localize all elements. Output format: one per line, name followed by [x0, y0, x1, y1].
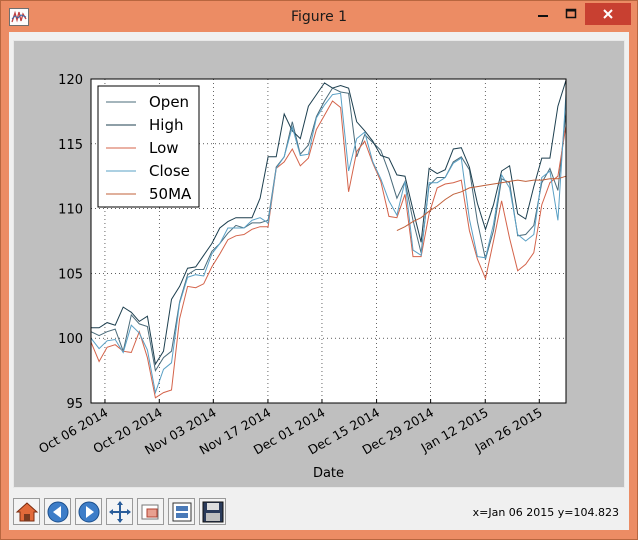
x-axis-label: Date	[313, 466, 344, 481]
y-tick-label: 95	[66, 397, 83, 412]
legend-label: Open	[149, 93, 189, 111]
zoom-icon	[141, 504, 158, 519]
legend-label: Close	[149, 162, 190, 180]
navigation-toolbar: x=Jan 06 2015 y=104.823	[9, 494, 629, 530]
maximize-button[interactable]	[557, 3, 585, 25]
figure-canvas[interactable]: 95 100 105 110 115 120 Oct 06 2014 Oct 20 2014 N…	[13, 40, 625, 488]
app-icon	[9, 8, 29, 26]
legend-label: High	[149, 116, 183, 134]
minimize-button[interactable]	[529, 3, 557, 25]
client-area: 95 100 105 110 115 120 Oct 06 2014 Oct 20 2014 N…	[9, 32, 629, 530]
pan-button[interactable]	[106, 498, 133, 525]
y-tick-label: 115	[58, 138, 83, 153]
forward-button[interactable]	[75, 498, 102, 525]
y-tick-label: 110	[58, 203, 83, 218]
close-button[interactable]	[585, 3, 631, 25]
save-icon	[202, 501, 223, 522]
y-tick-label: 105	[58, 267, 83, 282]
pan-icon	[108, 500, 131, 523]
series-line-low	[90, 100, 567, 399]
subplots-icon	[172, 502, 191, 521]
legend-label: 50MA	[149, 185, 192, 203]
home-button[interactable]	[13, 498, 40, 525]
window-title: Figure 1	[290, 9, 348, 25]
legend-box	[97, 85, 200, 208]
maximize-icon	[565, 8, 577, 19]
series-lines	[90, 80, 567, 399]
cursor-coordinates: x=Jan 06 2015 y=104.823	[472, 506, 619, 519]
plot-frame	[90, 78, 567, 404]
zoom-button[interactable]	[137, 498, 164, 525]
legend: Open High Low Close 50MA	[97, 85, 200, 208]
subplots-button[interactable]	[168, 498, 195, 525]
minimize-icon	[538, 15, 548, 17]
series-line-close	[90, 92, 567, 395]
legend-label: Low	[149, 139, 179, 157]
series-line-high	[91, 80, 567, 366]
title-bar[interactable]: Figure 1	[1, 1, 637, 32]
home-icon	[15, 501, 38, 521]
forward-icon	[78, 501, 99, 522]
save-button[interactable]	[199, 498, 226, 525]
back-icon	[47, 501, 68, 522]
back-button[interactable]	[44, 498, 71, 525]
series-line-50ma	[396, 175, 567, 232]
y-tick-label: 120	[58, 73, 83, 88]
close-icon	[603, 9, 613, 19]
y-tick-label: 100	[58, 332, 83, 347]
